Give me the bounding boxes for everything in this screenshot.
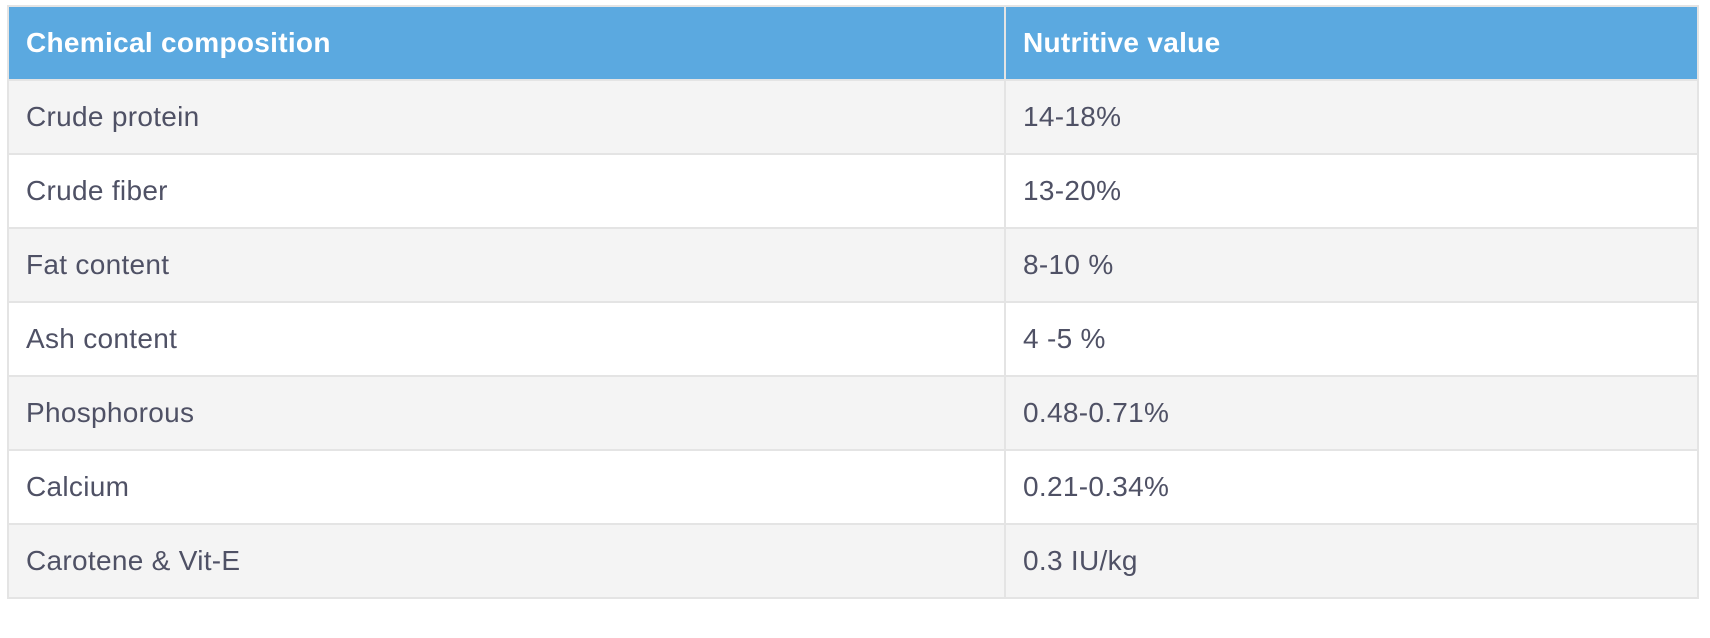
value-cell: 14-18% <box>1004 79 1699 155</box>
composition-cell: Ash content <box>7 301 1006 377</box>
value-cell: 0.48-0.71% <box>1004 375 1699 451</box>
header-row: Chemical composition Nutritive value <box>7 5 1699 81</box>
table-row: Ash content 4 -5 % <box>7 301 1699 377</box>
table-row: Phosphorous 0.48-0.71% <box>7 375 1699 451</box>
value-cell: 13-20% <box>1004 153 1699 229</box>
column-header-chemical-composition: Chemical composition <box>7 5 1006 81</box>
value-cell: 0.3 IU/kg <box>1004 523 1699 599</box>
composition-cell: Phosphorous <box>7 375 1006 451</box>
table-row: Crude fiber 13-20% <box>7 153 1699 229</box>
composition-cell: Calcium <box>7 449 1006 525</box>
value-cell: 8-10 % <box>1004 227 1699 303</box>
value-cell: 4 -5 % <box>1004 301 1699 377</box>
table-row: Fat content 8-10 % <box>7 227 1699 303</box>
nutrition-table: Chemical composition Nutritive value Cru… <box>7 5 1699 599</box>
composition-cell: Crude fiber <box>7 153 1006 229</box>
composition-cell: Crude protein <box>7 79 1006 155</box>
nutrition-table-container: Chemical composition Nutritive value Cru… <box>7 5 1699 599</box>
value-cell: 0.21-0.34% <box>1004 449 1699 525</box>
table-row: Crude protein 14-18% <box>7 79 1699 155</box>
column-header-nutritive-value: Nutritive value <box>1004 5 1699 81</box>
table-row: Calcium 0.21-0.34% <box>7 449 1699 525</box>
composition-cell: Fat content <box>7 227 1006 303</box>
composition-cell: Carotene & Vit-E <box>7 523 1006 599</box>
table-row: Carotene & Vit-E 0.3 IU/kg <box>7 523 1699 599</box>
